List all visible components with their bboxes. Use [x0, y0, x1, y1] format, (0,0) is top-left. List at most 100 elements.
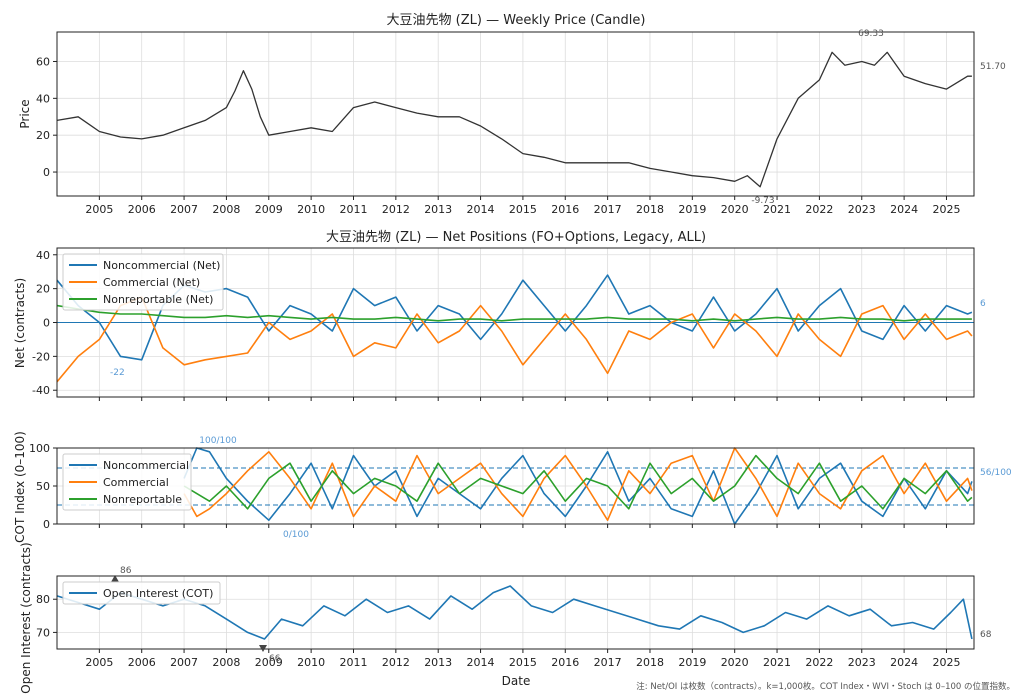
cot-ylabel: COT Index (0–100) — [13, 431, 27, 543]
price-xticks: 2005 2006 2007 2008 2009 2010 2011 2012 2013 2014… — [85, 196, 960, 216]
price-xtick-label: 2023 — [848, 203, 876, 216]
net-title: 大豆油先物 (ZL) — Net Positions (FO+Options, … — [326, 230, 706, 245]
oi-max-marker — [111, 575, 119, 582]
oi-legend-box — [62, 581, 221, 605]
cot-last-label: 56/100 — [980, 468, 1012, 478]
oi-xtick-label: 2005 — [85, 656, 113, 669]
oi-xtick-label: 2014 — [467, 656, 495, 669]
oi-xtick-label: 2024 — [890, 656, 918, 669]
oi-xticks: 2005 2006 2007 2008 2009 2010 2011 2012 2013 2014… — [85, 649, 960, 669]
net-yticks: -40 -20 0 20 40 — [32, 249, 57, 397]
cot-max-label: 100/100 — [199, 436, 237, 446]
net-ytick-label: 20 — [36, 283, 50, 296]
cot-plot — [183, 447, 973, 525]
oi-last-label: 68 — [980, 630, 992, 640]
oi-xtick-label: 2017 — [594, 656, 622, 669]
oi-xtick-label: 2023 — [848, 656, 876, 669]
price-xtick-label: 2007 — [170, 203, 198, 216]
price-xtick-label: 2017 — [594, 203, 622, 216]
price-title: 大豆油先物 (ZL) — Weekly Price (Candle) — [387, 13, 646, 28]
net-ytick-label: 0 — [43, 317, 50, 330]
cot-ytick-label: 100 — [29, 442, 50, 455]
price-xtick-label: 2025 — [932, 203, 960, 216]
oi-xtick-label: 2008 — [212, 656, 240, 669]
oi-min-marker — [259, 645, 267, 652]
oi-xtick-label: 2020 — [721, 656, 749, 669]
oi-ytick-label: 80 — [36, 593, 50, 606]
cot-yticks: 0 50 100 — [29, 442, 57, 531]
oi-yticks: 70 80 — [36, 593, 57, 639]
oi-xtick-label: 2015 — [509, 656, 537, 669]
oi-xtick-label: 2006 — [128, 656, 156, 669]
price-yticks: 0 20 40 60 — [36, 55, 57, 179]
price-xtick-label: 2015 — [509, 203, 537, 216]
net-ylabel: Net (contracts) — [13, 278, 27, 368]
cot-series-commercial — [183, 447, 973, 522]
cot-xticks — [98, 524, 947, 528]
oi-max-label: 86 — [120, 566, 132, 576]
price-xtick-label: 2012 — [382, 203, 410, 216]
net-ytick-label: -40 — [32, 384, 50, 397]
price-xtick-label: 2014 — [467, 203, 495, 216]
cot-legend-nonreportable: Nonreportable — [103, 493, 182, 506]
oi-xtick-label: 2021 — [763, 656, 791, 669]
oi-xtick-label: 2012 — [382, 656, 410, 669]
cot-series-noncommercial — [183, 447, 973, 525]
price-xtick-label: 2010 — [297, 203, 325, 216]
net-legend-commercial: Commercial (Net) — [103, 276, 200, 289]
price-xtick-label: 2006 — [128, 203, 156, 216]
net-ytick-label: -20 — [32, 350, 50, 363]
cot-ytick-label: 0 — [43, 518, 50, 531]
oi-xtick-label: 2007 — [170, 656, 198, 669]
price-panel: 大豆油先物 (ZL) — Weekly Price (Candle) 0 20 40… — [18, 13, 1006, 216]
price-xtick-label: 2020 — [721, 203, 749, 216]
price-xtick-label: 2008 — [212, 203, 240, 216]
price-max-label: 69.33 — [858, 29, 884, 39]
net-series-commercial-net — [56, 296, 973, 383]
price-min-label: -9.73 — [751, 196, 774, 206]
oi-series-open-interest-cot — [56, 585, 973, 640]
net-legend-nonreportable: Nonreportable (Net) — [103, 293, 213, 306]
price-series-price — [56, 51, 972, 188]
cot-legend-noncommercial: Noncommercial — [103, 459, 189, 472]
net-legend-box — [62, 253, 224, 311]
net-min-label: -22 — [110, 368, 125, 378]
oi-xtick-label: 2009 — [255, 656, 283, 669]
oi-xtick-label: 2011 — [339, 656, 367, 669]
oi-plot — [56, 585, 973, 640]
price-frame — [56, 31, 975, 197]
footnote: 注: Net/OI は枚数（contracts）。k=1,000枚。COT In… — [636, 681, 1015, 692]
price-grid — [57, 32, 974, 196]
oi-frame — [56, 575, 975, 650]
price-xtick-label: 2018 — [636, 203, 664, 216]
price-xtick-label: 2011 — [339, 203, 367, 216]
price-xtick-label: 2013 — [424, 203, 452, 216]
cot-legend-commercial: Commercial — [103, 476, 169, 489]
net-ytick-label: 40 — [36, 249, 50, 262]
price-xtick-label: 2021 — [763, 203, 791, 216]
cot-legend-box — [62, 453, 192, 511]
price-last-label: 51.70 — [980, 62, 1006, 72]
oi-legend: Open Interest (COT) — [62, 581, 221, 605]
oi-xtick-label: 2010 — [297, 656, 325, 669]
net-legend: Noncommercial (Net) Commercial (Net) Non… — [62, 253, 224, 311]
net-last-label: 6 — [980, 299, 986, 309]
cot-series-nonreportable — [183, 454, 973, 510]
oi-min-label: 66 — [269, 654, 281, 664]
oi-xtick-label: 2016 — [551, 656, 579, 669]
price-ytick-label: 20 — [36, 129, 50, 142]
x-axis-label: Date — [502, 674, 531, 688]
oi-legend-label: Open Interest (COT) — [103, 587, 213, 600]
price-plot — [56, 51, 972, 188]
cot-legend: Noncommercial Commercial Nonreportable — [62, 453, 192, 511]
cot-panel: 0 50 100 COT Index (0–100) 100/100 0/100 5… — [13, 431, 1012, 543]
net-series-nonreportable-net — [56, 304, 972, 322]
price-xtick-label: 2009 — [255, 203, 283, 216]
oi-xtick-label: 2019 — [678, 656, 706, 669]
price-xtick-label: 2022 — [805, 203, 833, 216]
oi-panel: 70 80 2005 2006 2007 2008 2009 2010 2011 2012 201… — [19, 542, 992, 693]
price-xtick-label: 2016 — [551, 203, 579, 216]
net-legend-noncommercial: Noncommercial (Net) — [103, 259, 220, 272]
oi-xtick-label: 2025 — [932, 656, 960, 669]
